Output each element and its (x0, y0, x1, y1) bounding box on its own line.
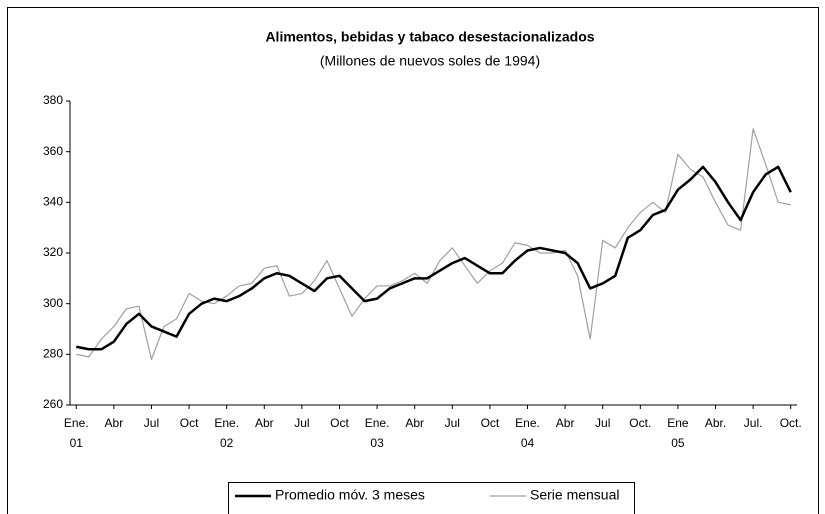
legend-label: Serie mensual (530, 487, 620, 503)
y-tick-label: 360 (43, 144, 63, 158)
x-tick-label: Ene. (214, 416, 239, 430)
chart-subtitle: (Millones de nuevos soles de 1994) (320, 53, 540, 69)
x-tick-label: Abr (405, 416, 424, 430)
x-tick-label: Jul. (744, 416, 763, 430)
x-year-label: 05 (671, 436, 685, 450)
x-year-label: 01 (70, 436, 84, 450)
y-tick-label: 380 (43, 93, 63, 107)
x-year-label: 03 (370, 436, 384, 450)
x-tick-label: Ene (667, 416, 689, 430)
x-tick-label: Ene. (365, 416, 390, 430)
chart-border (7, 7, 819, 514)
y-tick-label: 300 (43, 296, 63, 310)
chart-title: Alimentos, bebidas y tabaco desestaciona… (265, 29, 594, 45)
x-tick-label: Abr. (705, 416, 726, 430)
x-tick-label: Jul (294, 416, 309, 430)
series-line (76, 165, 792, 351)
x-tick-label: Jul (445, 416, 460, 430)
y-tick-label: 280 (43, 347, 63, 361)
legend-label: Promedio móv. 3 meses (275, 487, 425, 503)
x-tick-label: Ene. (515, 416, 540, 430)
x-tick-label: Ene. (64, 416, 89, 430)
series-line (76, 128, 791, 360)
x-year-label: 04 (521, 436, 535, 450)
x-tick-label: Abr (105, 416, 124, 430)
y-tick-label: 340 (43, 195, 63, 209)
x-tick-label: Jul (595, 416, 610, 430)
x-year-label: 02 (220, 436, 234, 450)
x-tick-label: Oct (330, 416, 349, 430)
x-tick-label: Oct (180, 416, 199, 430)
x-tick-label: Oct (481, 416, 500, 430)
x-tick-label: Jul (144, 416, 159, 430)
x-tick-label: Abr (556, 416, 575, 430)
x-tick-label: Oct. (780, 416, 802, 430)
x-tick-label: Abr (255, 416, 274, 430)
legend (228, 482, 635, 514)
y-tick-label: 320 (43, 245, 63, 259)
y-tick-label: 260 (43, 397, 63, 411)
x-tick-label: Oct. (629, 416, 651, 430)
